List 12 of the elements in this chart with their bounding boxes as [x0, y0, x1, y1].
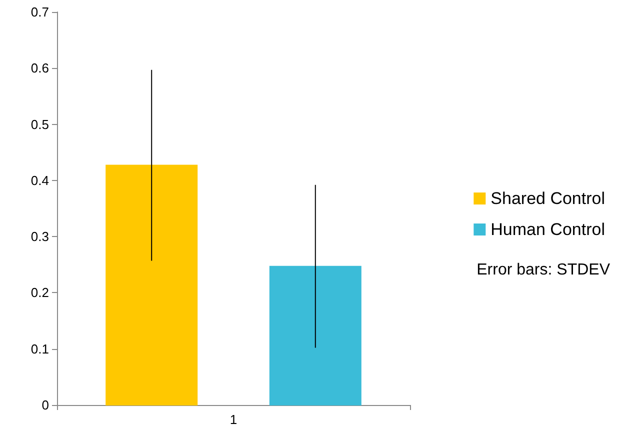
y-tick-label: 0.7 [30, 4, 49, 20]
y-tick-label: 0 [42, 398, 49, 412]
text: Error bars: STDEV [476, 262, 610, 278]
y-tick-label: 0.3 [30, 229, 49, 244]
legend-label: Shared Control [490, 189, 605, 208]
y-tick-label: 0.4 [30, 172, 49, 188]
y-tick-label: 0.5 [30, 116, 49, 132]
y-tick-label: 0.6 [30, 60, 49, 76]
y-tick-label: 0.1 [30, 341, 49, 356]
y-tick-label: 0.2 [30, 285, 49, 300]
x-tick-label: 1 [230, 412, 238, 427]
legend-label: Human Control [490, 220, 605, 239]
